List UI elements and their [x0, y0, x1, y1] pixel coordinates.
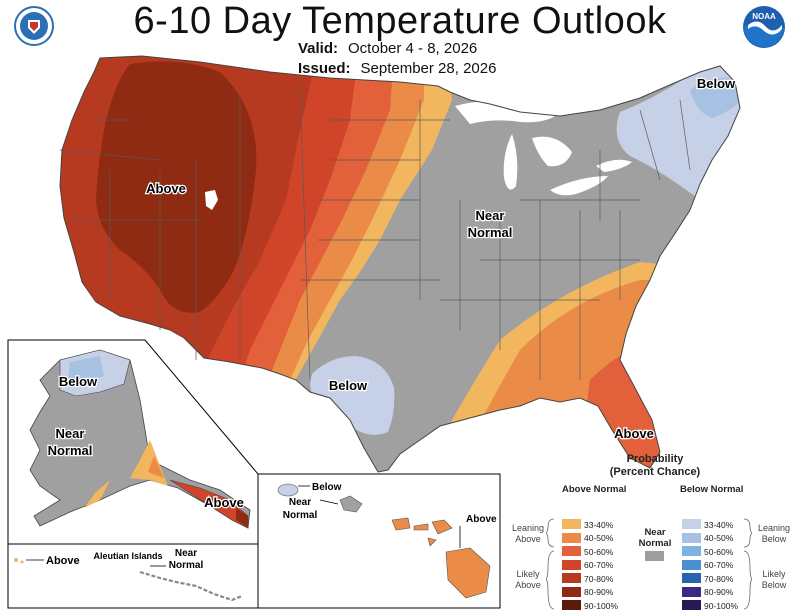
likely-below-label: Likely Below [752, 569, 796, 591]
above-swatch-label: 90-100% [584, 600, 619, 611]
legend-title-2: (Percent Chance) [609, 466, 701, 478]
below-swatch-label: 80-90% [704, 587, 734, 597]
below-swatch-label: 33-40% [704, 519, 734, 530]
label-aleutian-above: Above [46, 555, 80, 567]
leaning-above-1: Leaning [511, 523, 545, 533]
below-swatch [682, 573, 701, 583]
map-title: 6-10 Day Temperature Outlook [133, 0, 667, 42]
label-conus-below-ne: Below [697, 76, 736, 91]
below-swatch-label: 90-100% [704, 600, 739, 611]
legend-below-head: Below Normal [680, 484, 744, 495]
below-swatch [682, 532, 701, 543]
below-swatch [682, 559, 701, 570]
below-swatch [682, 546, 701, 556]
above-swatch-label: 40-50% [584, 533, 614, 543]
label-ak-above: Above [204, 495, 244, 510]
lake-ontario [596, 159, 632, 172]
conus-outline [59, 55, 741, 473]
label-hi-below: Below [312, 482, 342, 493]
issued-value: September 28, 2026 [360, 60, 497, 77]
noaa-logo-icon: NOAA [743, 6, 785, 48]
label-ak-near-2: Normal [48, 443, 93, 458]
label-aleutian-title: Aleutian Islands [93, 551, 162, 561]
above-swatch [562, 546, 581, 556]
below-swatch-label: 50-60% [704, 546, 734, 557]
aleutian-inset [7, 543, 259, 609]
likely-below-1: Likely [762, 569, 786, 579]
leaning-above-2: Above [515, 534, 541, 544]
above-swatch-label: 60-70% [584, 560, 614, 570]
label-conus-near-2: Normal [468, 225, 513, 240]
likely-above-1: Likely [516, 569, 540, 579]
label-conus-above-fl: Above [614, 426, 654, 441]
valid-value: October 4 - 8, 2026 [348, 40, 478, 57]
below-swatch-label: 40-50% [704, 533, 734, 543]
near-normal-1: Near [644, 527, 666, 538]
near-normal-swatch [645, 551, 664, 561]
above-swatch [562, 559, 581, 570]
label-ak-near-1: Near [56, 426, 85, 441]
below-brackets [743, 518, 752, 610]
above-swatch [562, 573, 581, 583]
below-swatch-label: 70-80% [704, 573, 734, 584]
label-aleutian-near-1: Near [175, 548, 197, 559]
above-swatch-label: 33-40% [584, 519, 614, 530]
leaning-above-label: Leaning Above [510, 523, 546, 545]
label-hi-near-1: Near [289, 497, 311, 508]
above-swatch-label: 70-80% [584, 573, 614, 584]
valid-label: Valid: [298, 40, 339, 57]
hawaii-inset [257, 473, 501, 609]
lake-michigan [503, 134, 518, 190]
label-conus-near-1: Near [476, 208, 505, 223]
above-swatch-label: 80-90% [584, 587, 614, 597]
label-aleutian-near-2: Normal [169, 560, 204, 571]
great-salt-lake [205, 190, 218, 210]
probability-legend: Probability (Percent Chance) Above Norma… [510, 453, 800, 614]
lake-erie [550, 176, 608, 196]
label-conus-above: Above [146, 181, 186, 196]
below-swatch [682, 600, 701, 610]
leaning-below-label: Leaning Below [752, 523, 796, 545]
commerce-seal-icon [14, 6, 54, 46]
leaning-below-2: Below [761, 534, 787, 544]
lake-superior [455, 101, 560, 124]
leaning-below-1: Leaning [757, 523, 791, 533]
legend-title-1: Probability [626, 453, 684, 465]
above-brackets [546, 518, 555, 610]
valid-dates: Valid: October 4 - 8, 2026 [298, 40, 477, 57]
below-swatch-label: 60-70% [704, 560, 734, 570]
label-conus-below-tx: Below [329, 378, 368, 393]
label-hi-above: Above [466, 514, 497, 525]
near-normal-2: Normal [638, 538, 672, 549]
below-swatch [682, 586, 701, 597]
issued-date: Issued: September 28, 2026 [298, 60, 496, 77]
lake-huron [532, 136, 572, 167]
above-swatch [562, 600, 581, 610]
above-swatch [562, 532, 581, 543]
alaska-inset [7, 339, 259, 545]
below-swatch [682, 519, 701, 529]
label-hi-near-2: Normal [283, 510, 318, 521]
above-swatch-label: 50-60% [584, 546, 614, 557]
legend-above-head: Above Normal [562, 484, 627, 495]
state-borders [59, 89, 691, 381]
issued-label: Issued: [298, 60, 351, 77]
above-swatch [562, 519, 581, 529]
above-swatch [562, 586, 581, 597]
likely-above-label: Likely Above [510, 569, 546, 591]
likely-above-2: Above [515, 580, 541, 590]
label-ak-below: Below [59, 374, 98, 389]
likely-below-2: Below [761, 580, 787, 590]
noaa-logo-text: NOAA [752, 12, 776, 21]
near-normal-label: Near Normal [634, 527, 676, 549]
